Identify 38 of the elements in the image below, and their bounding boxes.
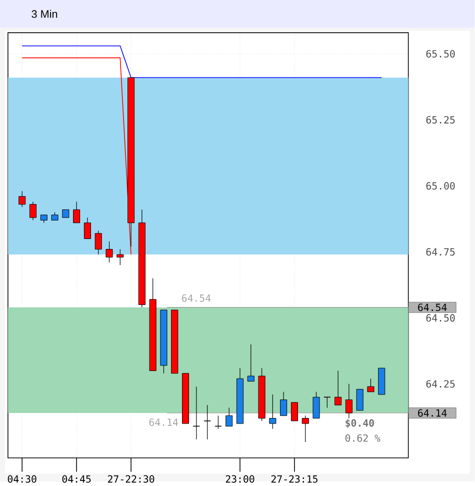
ref-line-label: 64.14 <box>418 409 447 417</box>
y-tick-label: 65.25 <box>426 116 455 124</box>
candlestick <box>73 201 80 224</box>
candlestick <box>356 388 364 411</box>
candlestick <box>248 344 255 382</box>
candlestick <box>312 392 320 419</box>
candlestick <box>106 241 113 263</box>
annotation: 64.14 <box>149 418 178 426</box>
ref-line-label: 64.54 <box>418 304 447 312</box>
x-tick-label: 27-23:15 <box>272 475 318 483</box>
candlestick <box>346 384 353 419</box>
candlestick <box>18 190 26 208</box>
candlestick <box>291 402 298 422</box>
candlestick <box>30 201 37 220</box>
annotation: 0.62 % <box>346 434 380 442</box>
candlestick <box>116 248 124 266</box>
annotation: 64.54 <box>182 294 211 302</box>
chart-title: 3 Min <box>32 10 58 18</box>
candlestick <box>204 404 212 440</box>
x-tick-label: 23:00 <box>226 475 254 483</box>
x-tick-label: 04:45 <box>62 475 91 483</box>
candlestick <box>84 217 92 239</box>
candlestick <box>280 392 288 416</box>
x-tick-label: 27-22:30 <box>108 475 154 483</box>
candlestick <box>94 230 102 255</box>
candlestick <box>226 407 233 426</box>
y-tick-label: 65.50 <box>426 50 455 58</box>
y-tick-label: 64.25 <box>426 380 455 388</box>
y-tick-label: 64.50 <box>426 314 455 322</box>
candlestick <box>269 394 276 430</box>
annotation: $0.40 <box>346 419 374 428</box>
candlestick <box>334 370 342 406</box>
candlestick <box>324 396 331 408</box>
y-tick-label: 65.00 <box>426 182 455 190</box>
candlestick <box>302 415 310 442</box>
candlestick <box>367 378 374 392</box>
x-tick-label: 04:30 <box>8 475 36 483</box>
y-tick-label: 64.75 <box>426 248 455 256</box>
